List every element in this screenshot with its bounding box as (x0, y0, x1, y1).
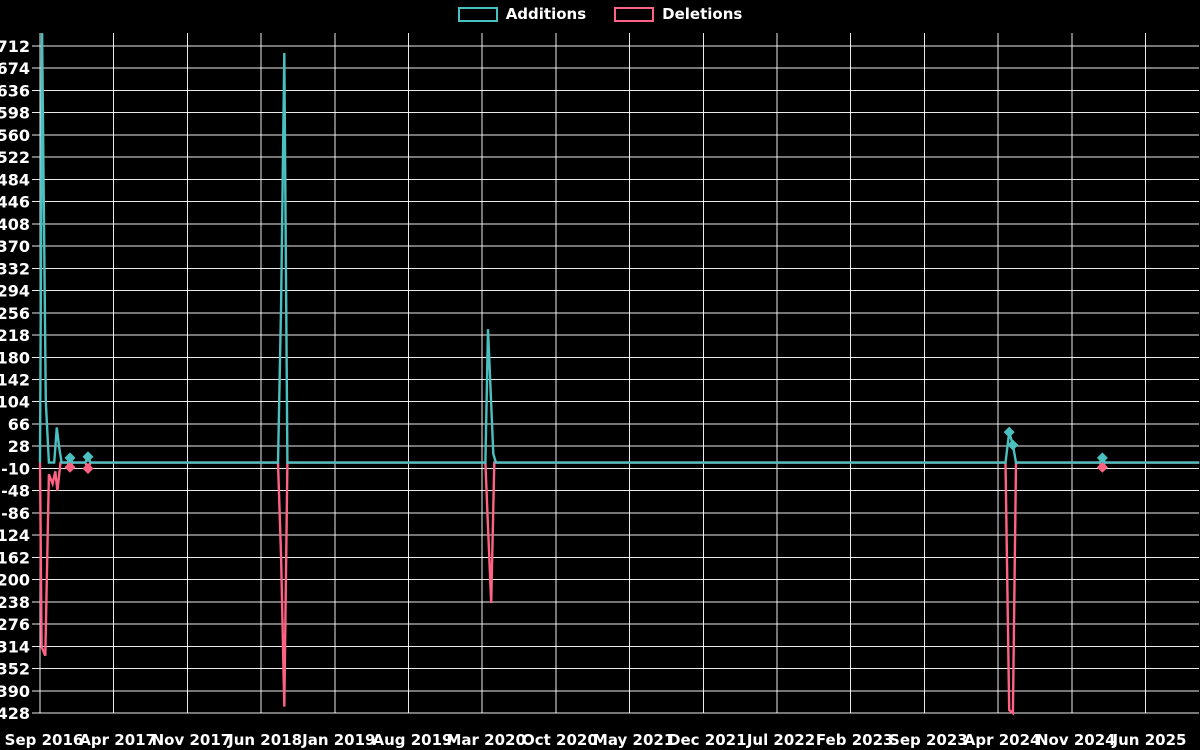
x-tick-label: Jan 2019 (301, 731, 375, 749)
y-tick-label: 332 (0, 259, 30, 278)
y-tick-label: 446 (0, 193, 30, 212)
x-tick-label: May 2021 (593, 731, 674, 749)
y-tick-label: 256 (0, 304, 30, 323)
legend-item-additions[interactable]: Additions (457, 5, 587, 23)
data-point-diamond-icon (64, 461, 76, 473)
x-tick-label: Mar 2020 (446, 731, 525, 749)
y-tick-label: 104 (0, 393, 30, 412)
y-tick-label: 28 (8, 437, 30, 456)
x-tick-label: Jun 2025 (1112, 731, 1187, 749)
x-tick-label: Apr 2017 (79, 731, 156, 749)
data-point-diamond-icon (1096, 461, 1108, 473)
y-tick-label: -162 (0, 548, 30, 567)
y-tick-label: -86 (1, 504, 30, 523)
series-line-deletions (38, 461, 1200, 716)
x-tick-label: Sep 2023 (889, 731, 968, 749)
y-tick-label: 560 (0, 126, 30, 145)
data-point-diamond-icon (1007, 439, 1019, 451)
y-tick-label: -276 (0, 615, 30, 634)
data-point-diamond-icon (64, 452, 76, 464)
y-tick-label: -314 (0, 637, 30, 656)
y-tick-label: -124 (0, 526, 30, 545)
data-point-diamond-icon (82, 451, 94, 463)
y-tick-label: 142 (0, 371, 30, 390)
x-tick-label: Nov 2024 (1036, 731, 1116, 749)
y-tick-label: -390 (0, 682, 30, 701)
x-tick-label: Oct 2020 (522, 731, 598, 749)
y-tick-label: 180 (0, 348, 30, 367)
y-tick-label: -200 (0, 571, 30, 590)
y-tick-label: 522 (0, 148, 30, 167)
y-tick-label: -238 (0, 593, 30, 612)
y-tick-label: 218 (0, 326, 30, 345)
y-tick-label: 66 (8, 415, 30, 434)
additions-legend-label: Additions (505, 5, 587, 23)
additions-swatch-icon (457, 7, 498, 22)
deletions-legend-label: Deletions (662, 5, 743, 23)
x-tick-label: Jun 2018 (227, 731, 302, 749)
y-tick-label: -352 (0, 660, 30, 679)
y-tick-label: 598 (0, 104, 30, 123)
data-point-diamond-icon (1096, 452, 1108, 464)
y-tick-label: 408 (0, 215, 30, 234)
y-tick-label: 674 (0, 59, 30, 78)
x-tick-label: Jul 2022 (746, 731, 815, 749)
x-tick-label: Nov 2017 (152, 731, 232, 749)
y-tick-label: 636 (0, 81, 30, 100)
x-tick-label: Dec 2021 (668, 731, 747, 749)
data-point-diamond-icon (1003, 426, 1015, 438)
y-tick-label: 294 (0, 282, 30, 301)
data-point-diamond-icon (82, 462, 94, 474)
series-line-additions (38, 33, 1200, 464)
x-tick-label: Sep 2016 (5, 731, 84, 749)
y-tick-label: 484 (0, 170, 30, 189)
x-tick-label: Aug 2019 (373, 731, 453, 749)
deletions-swatch-icon (614, 7, 655, 22)
y-tick-label: -10 (1, 459, 30, 478)
x-tick-label: Feb 2023 (816, 731, 894, 749)
y-tick-label: -48 (1, 482, 30, 501)
x-tick-label: Apr 2024 (964, 731, 1041, 749)
chart-legend: Additions Deletions (0, 7, 1200, 22)
legend-item-deletions[interactable]: Deletions (614, 7, 742, 22)
y-tick-label: -428 (0, 704, 30, 723)
y-tick-label: 370 (0, 237, 30, 256)
y-tick-label: 712 (0, 37, 30, 56)
